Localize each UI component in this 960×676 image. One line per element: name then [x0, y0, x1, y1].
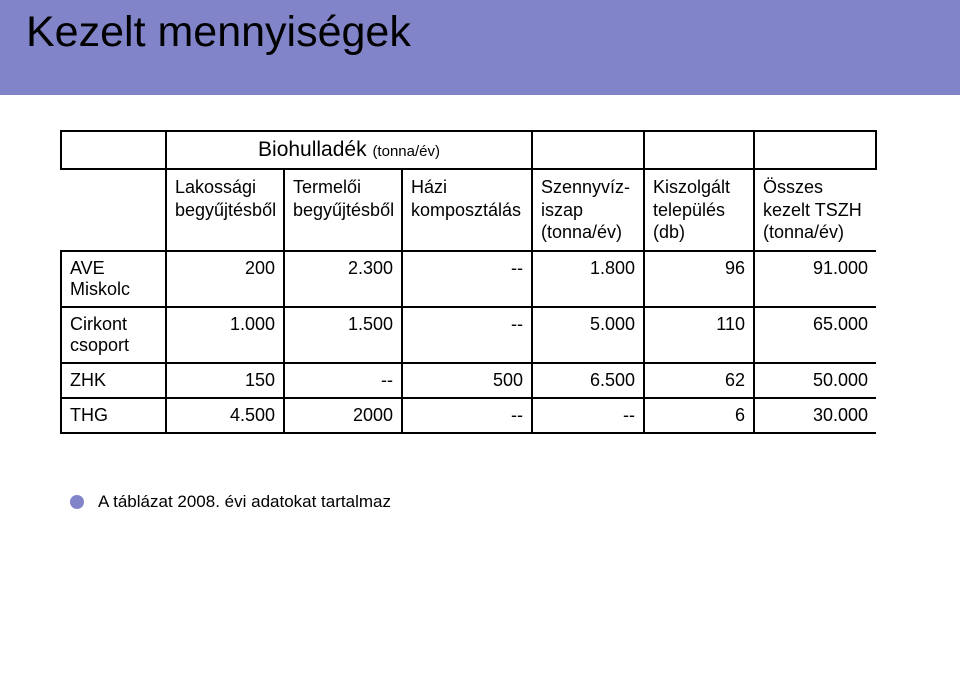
- cell: 1.000: [166, 307, 284, 363]
- cell: 4.500: [166, 398, 284, 433]
- table-row: THG 4.500 2000 -- -- 6 30.000: [61, 398, 876, 433]
- table-row: ZHK 150 -- 500 6.500 62 50.000: [61, 363, 876, 398]
- col-header-5: Összes kezelt TSZH (tonna/év): [754, 169, 876, 251]
- col-header-4: Kiszolgált település (db): [644, 169, 754, 251]
- cell: 96: [644, 251, 754, 307]
- cell: 2000: [284, 398, 402, 433]
- cell: 1.800: [532, 251, 644, 307]
- cell: 65.000: [754, 307, 876, 363]
- cell: 62: [644, 363, 754, 398]
- cell: 150: [166, 363, 284, 398]
- cell: 6.500: [532, 363, 644, 398]
- slide: Kezelt mennyiségek Biohulladék (tonna/év…: [0, 0, 960, 676]
- bullet-icon: [70, 495, 84, 509]
- col-header-3: Szennyvíz-iszap (tonna/év): [532, 169, 644, 251]
- table-header-row-2: Lakossági begyűjtésből Termelői begyűjté…: [61, 169, 876, 251]
- header-caption: Biohulladék (tonna/év): [166, 131, 532, 169]
- cell: 200: [166, 251, 284, 307]
- col-header-1: Termelői begyűjtésből: [284, 169, 402, 251]
- row-label: AVE Miskolc: [61, 251, 166, 307]
- header-blank-1: [61, 131, 166, 169]
- cell: 1.500: [284, 307, 402, 363]
- cell: 50.000: [754, 363, 876, 398]
- cell: 30.000: [754, 398, 876, 433]
- cell: --: [402, 398, 532, 433]
- caption-small: (tonna/év): [372, 143, 440, 160]
- table-header-row-1: Biohulladék (tonna/év): [61, 131, 876, 169]
- header-blank-2: [532, 131, 644, 169]
- page-title: Kezelt mennyiségek: [26, 8, 411, 57]
- col-header-0: Lakossági begyűjtésből: [166, 169, 284, 251]
- row-label: ZHK: [61, 363, 166, 398]
- col-header-2: Házi komposztálás: [402, 169, 532, 251]
- row-label: Cirkont csoport: [61, 307, 166, 363]
- cell: --: [402, 251, 532, 307]
- header-blank-4: [754, 131, 876, 169]
- cell: 5.000: [532, 307, 644, 363]
- table-row: Cirkont csoport 1.000 1.500 -- 5.000 110…: [61, 307, 876, 363]
- table-row: AVE Miskolc 200 2.300 -- 1.800 96 91.000: [61, 251, 876, 307]
- cell: --: [402, 307, 532, 363]
- data-table: Biohulladék (tonna/év) Lakossági begyűjt…: [60, 130, 877, 434]
- caption-big: Biohulladék: [258, 138, 372, 161]
- footnote: A táblázat 2008. évi adatokat tartalmaz: [98, 492, 391, 512]
- cell: 110: [644, 307, 754, 363]
- cell: --: [284, 363, 402, 398]
- header-blank-rowlabel: [61, 169, 166, 251]
- cell: --: [532, 398, 644, 433]
- cell: 2.300: [284, 251, 402, 307]
- cell: 500: [402, 363, 532, 398]
- row-label: THG: [61, 398, 166, 433]
- cell: 6: [644, 398, 754, 433]
- body-area: Biohulladék (tonna/év) Lakossági begyűjt…: [60, 130, 875, 434]
- header-blank-3: [644, 131, 754, 169]
- cell: 91.000: [754, 251, 876, 307]
